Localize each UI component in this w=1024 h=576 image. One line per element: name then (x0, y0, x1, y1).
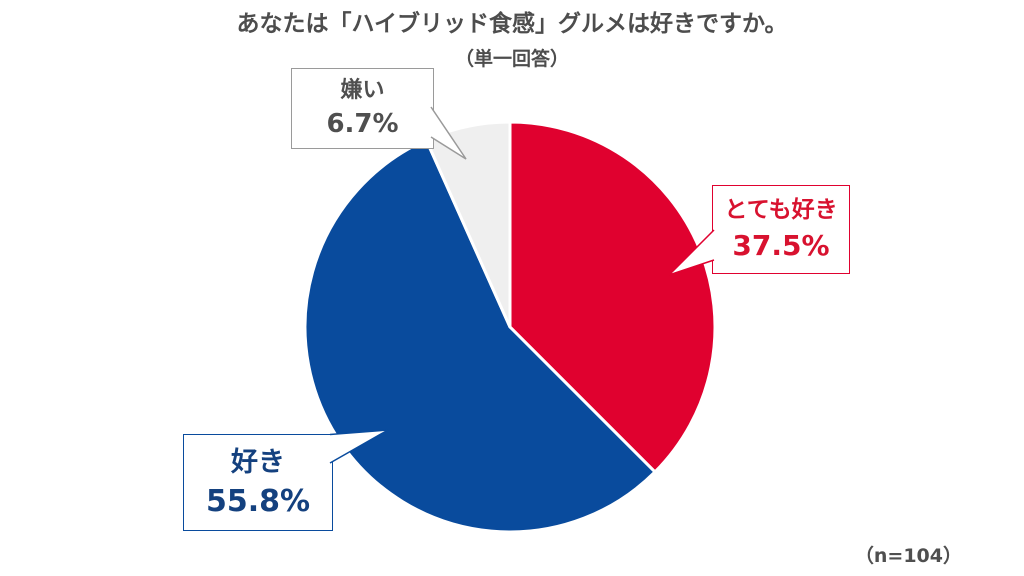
callout-very-like-label: とても好き (724, 196, 838, 223)
callout-dislike: 嫌い 6.7% (291, 68, 434, 149)
callout-like: 好き 55.8% (183, 434, 333, 531)
callout-dislike-value: 6.7% (326, 109, 399, 140)
callout-very-like-value: 37.5% (732, 229, 830, 263)
callout-like-value: 55.8% (205, 484, 311, 520)
callout-very-like: とても好き 37.5% (712, 185, 850, 274)
title-block: あなたは「ハイブリッド食感」グルメは好きですか。 （単一回答） (0, 10, 1024, 71)
sample-size-note: （n=104） (854, 545, 962, 567)
chart-subtitle: （単一回答） (454, 47, 569, 70)
callout-like-label: 好き (231, 446, 285, 478)
callout-dislike-label: 嫌い (340, 78, 385, 104)
chart-title: あなたは「ハイブリッド食感」グルメは好きですか。 (236, 11, 788, 37)
